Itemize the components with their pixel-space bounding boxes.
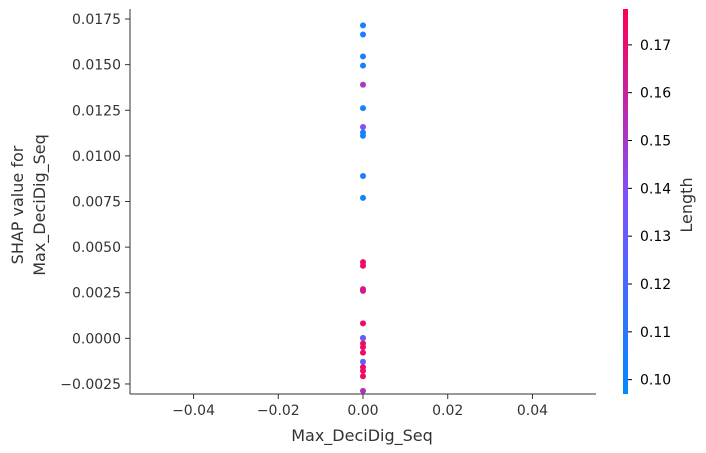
data-point: [360, 367, 366, 374]
colorbar-tick-label: 0.11: [640, 325, 671, 341]
x-axis: −0.04 −0.02 0.00 0.02 0.04: [172, 394, 548, 419]
y-tick-label: 0.0000: [72, 331, 121, 347]
data-point: [360, 53, 366, 60]
y-axis-title-line-1: SHAP value for: [8, 145, 27, 264]
data-point: [360, 387, 366, 394]
data-point: [360, 62, 366, 69]
colorbar-title: Length: [677, 177, 696, 232]
x-tick-label: 0.02: [432, 403, 463, 419]
data-points: [360, 22, 366, 394]
x-tick-label: −0.04: [172, 403, 215, 419]
data-point: [360, 287, 366, 294]
data-point: [360, 373, 366, 380]
colorbar-tick-label: 0.17: [640, 38, 671, 54]
data-point: [360, 262, 366, 269]
colorbar-tick-label: 0.12: [640, 277, 671, 293]
colorbar-tick-label: 0.13: [640, 229, 671, 245]
y-tick-label: −0.0025: [60, 377, 121, 393]
colorbar-tick-label: 0.10: [640, 373, 671, 389]
colorbar: 0.10 0.11 0.12 0.13 0.14 0.15 0.16 0.17 Length: [623, 9, 696, 394]
data-point: [360, 349, 366, 356]
colorbar-tick-label: 0.15: [640, 134, 671, 150]
y-tick-label: 0.0100: [72, 149, 121, 165]
data-point: [360, 81, 366, 88]
data-point: [360, 320, 366, 327]
x-axis-title: Max_DeciDig_Seq: [291, 426, 433, 446]
data-point: [360, 105, 366, 112]
data-point: [360, 194, 366, 201]
data-point: [360, 358, 366, 365]
colorbar-ticks: 0.10 0.11 0.12 0.13 0.14 0.15 0.16 0.17: [628, 38, 671, 389]
data-point: [360, 31, 366, 38]
data-point: [360, 172, 366, 179]
y-axis: −0.0025 0.0000 0.0025 0.0050 0.0075 0.0100 0.0…: [60, 12, 130, 393]
data-point: [360, 344, 366, 351]
y-tick-label: 0.0025: [72, 286, 121, 302]
colorbar-gradient: [623, 9, 628, 394]
data-point: [360, 22, 366, 29]
colorbar-tick-label: 0.14: [640, 181, 671, 197]
data-point: [360, 124, 366, 131]
x-tick-label: 0.00: [347, 403, 378, 419]
y-tick-label: 0.0050: [72, 240, 121, 256]
x-tick-label: 0.04: [517, 403, 548, 419]
y-tick-label: 0.0175: [72, 12, 121, 28]
y-tick-label: 0.0150: [72, 58, 121, 74]
y-tick-label: 0.0125: [72, 103, 121, 119]
x-tick-label: −0.02: [257, 403, 300, 419]
data-point: [360, 334, 366, 341]
y-tick-label: 0.0075: [72, 195, 121, 211]
colorbar-tick-label: 0.16: [640, 86, 671, 102]
data-point: [360, 132, 366, 139]
y-axis-title-line-2: Max_DeciDig_Seq: [30, 134, 50, 276]
